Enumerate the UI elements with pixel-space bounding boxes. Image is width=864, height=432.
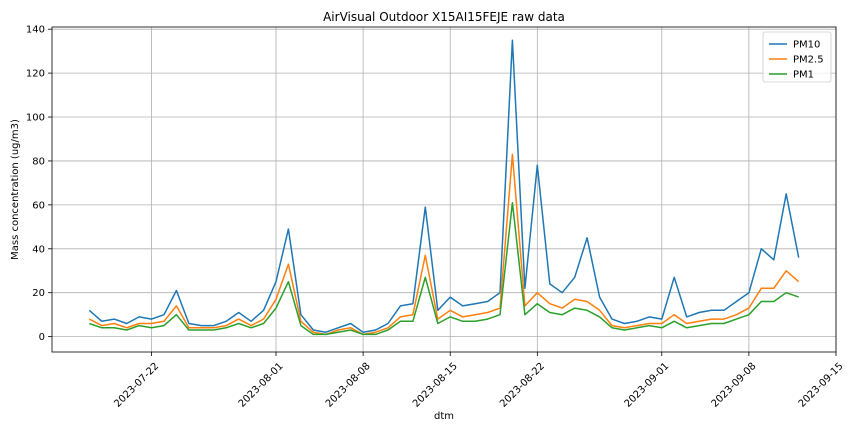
x-axis-label: dtm [434, 411, 454, 422]
x-tick-label: 2023-08-22 [498, 361, 547, 410]
y-tick-label: 0 [39, 332, 45, 343]
y-tick-label: 140 [26, 25, 45, 36]
legend: PM10 PM2.5 PM1 [762, 31, 832, 83]
y-axis-ticks: 0 20 40 60 80 100 120 140 [26, 25, 52, 343]
series-line-pm25 [88, 153, 800, 336]
x-tick-label: 2023-07-22 [112, 361, 161, 410]
x-tick-label: 2023-09-15 [797, 361, 846, 410]
legend-label: PM10 [793, 40, 820, 51]
x-tick-label: 2023-09-08 [710, 361, 759, 410]
series-lines [88, 39, 800, 336]
plot-frame [51, 26, 837, 353]
legend-label: PM1 [793, 70, 814, 81]
series-line-pm1 [89, 201, 799, 336]
y-tick-label: 60 [32, 200, 45, 211]
y-tick-label: 100 [26, 113, 45, 124]
grid-lines [52, 27, 837, 352]
series-line-pm10 [88, 39, 800, 333]
x-tick-label: 2023-08-01 [237, 361, 286, 410]
y-axis-label: Mass concentration (ug/m3) [10, 119, 21, 260]
y-tick-label: 40 [32, 244, 45, 255]
x-tick-label: 2023-09-01 [623, 361, 672, 410]
x-axis-ticks: 2023-07-22 2023-08-01 2023-08-08 2023-08-15… [112, 352, 846, 410]
legend-label: PM2.5 [793, 55, 824, 66]
y-tick-label: 80 [32, 156, 45, 167]
x-tick-label: 2023-08-08 [324, 361, 373, 410]
x-tick-label: 2023-08-15 [411, 361, 460, 410]
y-tick-label: 20 [32, 288, 45, 299]
y-tick-label: 120 [26, 69, 45, 80]
chart-title: AirVisual Outdoor X15AI15FEJE raw data [323, 10, 565, 24]
